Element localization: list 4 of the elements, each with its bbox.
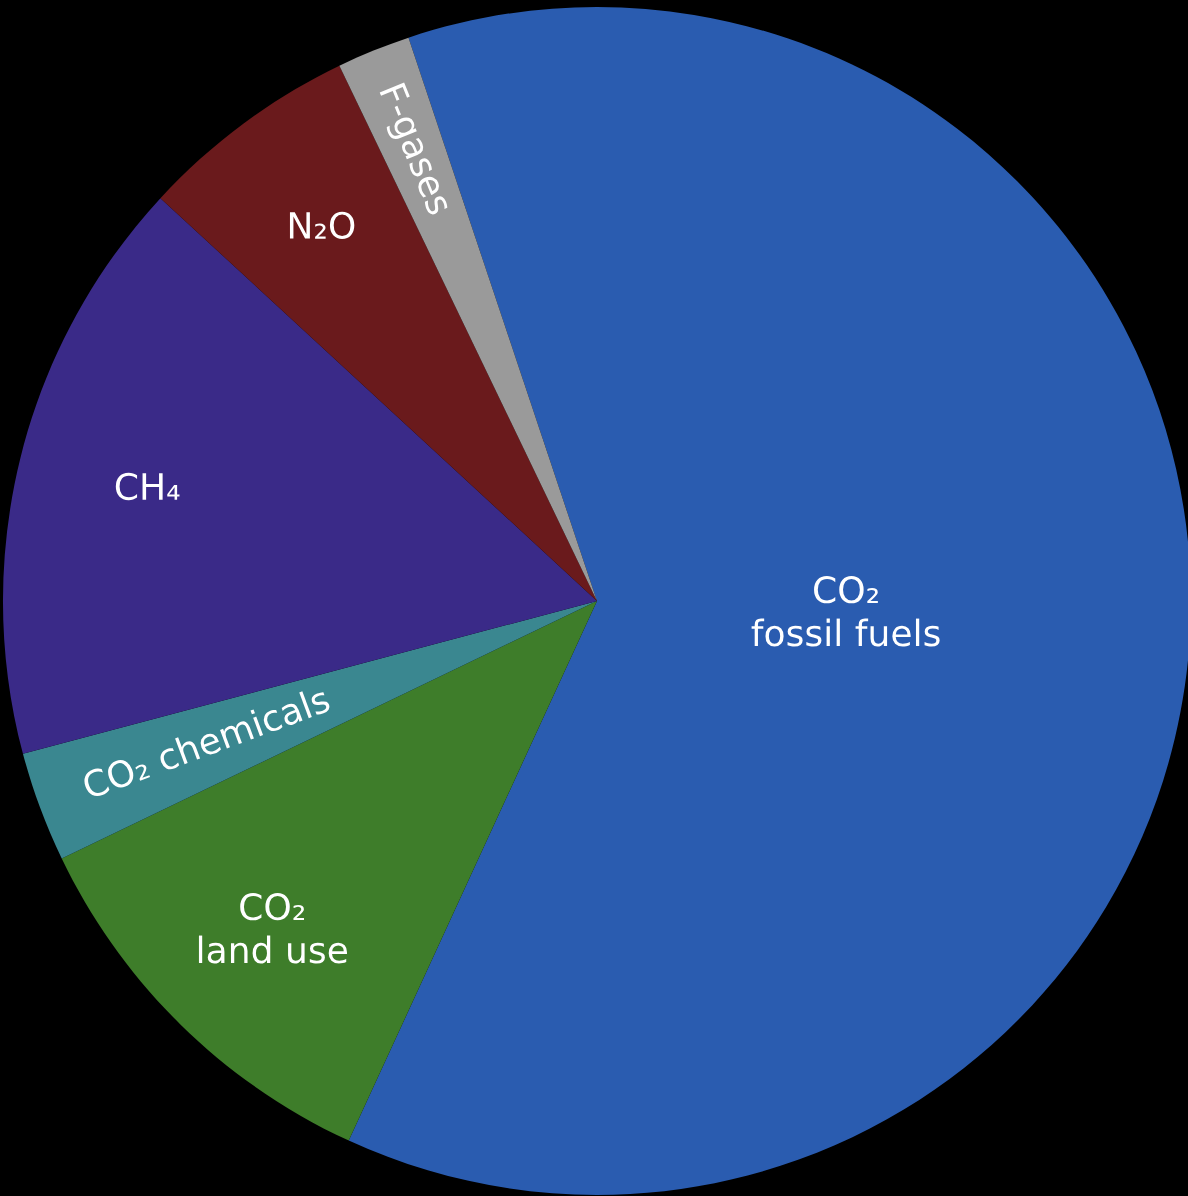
slice-label: N₂O [289, 211, 355, 239]
slice-label: CH₄ [115, 472, 180, 501]
slice-label: CO₂ land use [198, 893, 347, 964]
slice-label: CO₂ fossil fuels [751, 576, 940, 647]
